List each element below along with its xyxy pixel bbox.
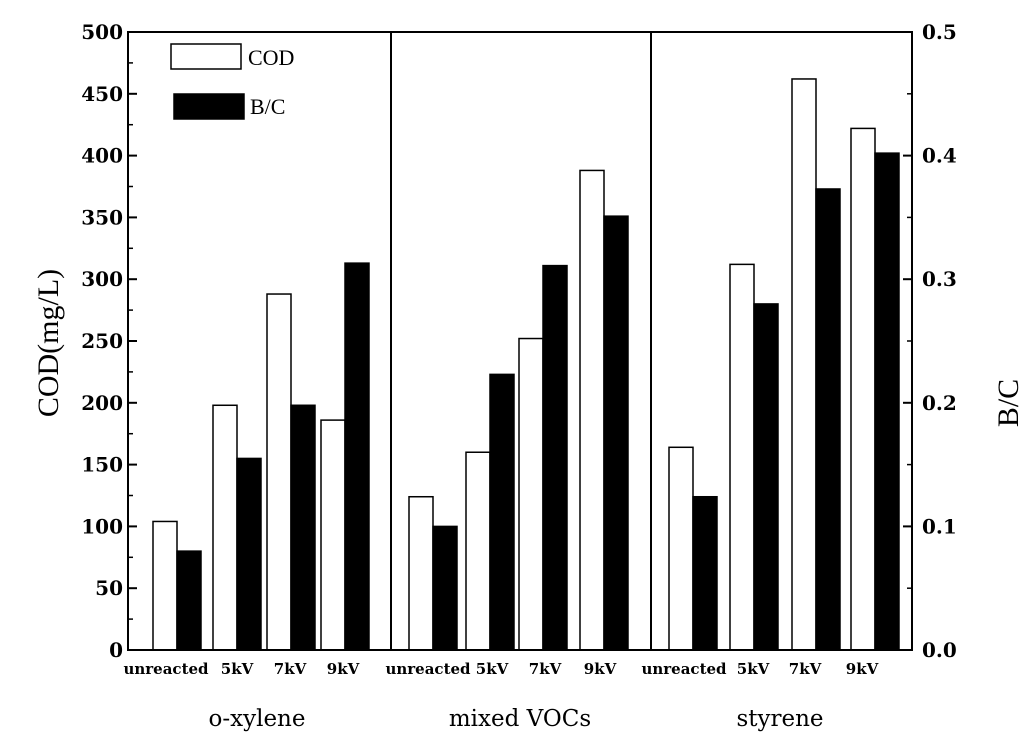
category-label: 5kV xyxy=(221,660,254,678)
y-tick-label: 300 xyxy=(81,267,123,291)
y-tick-label: 450 xyxy=(81,82,123,106)
axis-ticks: 0 50 100 150 200 250 300 350 400 450 500 0.0 0.1 0.2 0… xyxy=(81,20,957,662)
y-tick-label: 400 xyxy=(81,144,123,168)
bar-bc-5 xyxy=(432,525,458,651)
category-label: 7kV xyxy=(529,660,562,678)
bar-cod-4 xyxy=(320,419,346,651)
y-tick-label: 100 xyxy=(81,514,123,538)
bar-bc-10 xyxy=(753,303,779,651)
bar-cod-10 xyxy=(729,263,755,651)
bar-cod-7 xyxy=(518,337,544,651)
bar-bc-1 xyxy=(176,550,202,651)
group-label: styrene xyxy=(736,706,823,732)
y-axis-title: COD(mg/L) xyxy=(32,269,65,417)
bar-cod-9 xyxy=(668,446,694,651)
bar-bc-7 xyxy=(542,264,568,651)
y2-tick-label: 0.5 xyxy=(922,20,957,44)
bar-bc-12 xyxy=(874,152,900,651)
y-tick-label: 50 xyxy=(95,576,123,600)
category-label: 9kV xyxy=(327,660,360,678)
y-tick-label: 350 xyxy=(81,205,123,229)
bar-bc-3 xyxy=(290,404,316,651)
y-tick-label: 500 xyxy=(81,20,123,44)
bar-cod-11 xyxy=(791,78,817,651)
category-label: 9kV xyxy=(846,660,879,678)
bar-cod-8 xyxy=(579,169,605,651)
y-tick-label: 200 xyxy=(81,391,123,415)
bars-layer xyxy=(152,78,900,651)
y-tick-label: 150 xyxy=(81,453,123,477)
category-label: 7kV xyxy=(789,660,822,678)
bar-bc-4 xyxy=(344,262,370,651)
legend-swatch-cod xyxy=(170,43,242,70)
legend-label-cod: COD xyxy=(248,45,294,70)
y-tick-label: 250 xyxy=(81,329,123,353)
y2-axis-title: B/C xyxy=(992,379,1024,427)
category-label: unreacted xyxy=(641,660,727,678)
bar-bc-8 xyxy=(603,215,629,651)
axis-labels: unreacted 5kV 7kV 9kV o-xylene unreacted 5kV 7k… xyxy=(123,660,878,732)
y2-tick-label: 0.4 xyxy=(922,144,957,168)
y2-tick-label: 0.2 xyxy=(922,391,957,415)
category-label: unreacted xyxy=(123,660,209,678)
category-label: 5kV xyxy=(476,660,509,678)
bar-cod-12 xyxy=(850,127,876,651)
group-label: mixed VOCs xyxy=(449,706,591,732)
legend-swatch-bc xyxy=(173,93,245,120)
bar-bc-2 xyxy=(236,457,262,651)
legend: COD B/C xyxy=(170,43,294,120)
bar-cod-6 xyxy=(465,451,491,651)
bar-bc-6 xyxy=(489,373,515,651)
bar-bc-11 xyxy=(815,188,841,651)
bar-bc-9 xyxy=(692,495,718,651)
bar-cod-1 xyxy=(152,520,178,651)
legend-label-bc: B/C xyxy=(250,94,285,119)
y2-tick-label: 0.3 xyxy=(922,267,957,291)
category-label: 9kV xyxy=(584,660,617,678)
category-label: unreacted xyxy=(385,660,471,678)
category-label: 5kV xyxy=(737,660,770,678)
bar-cod-2 xyxy=(212,404,238,651)
bar-cod-5 xyxy=(408,495,434,651)
y2-tick-label: 0.0 xyxy=(922,638,957,662)
y-tick-label: 0 xyxy=(109,638,123,662)
category-label: 7kV xyxy=(274,660,307,678)
bar-cod-3 xyxy=(266,293,292,651)
y2-tick-label: 0.1 xyxy=(922,514,957,538)
group-label: o-xylene xyxy=(209,706,306,732)
